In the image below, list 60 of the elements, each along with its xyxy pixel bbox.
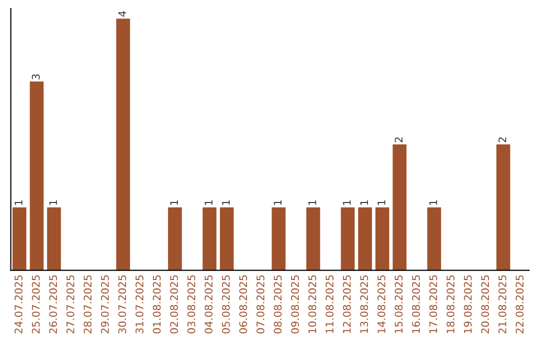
data-label: 1 xyxy=(343,200,351,205)
x-tick-label: 15.08.2025 xyxy=(394,275,403,333)
data-label: 1 xyxy=(429,200,438,205)
x-tick-label: 09.08.2025 xyxy=(291,275,299,334)
bar xyxy=(358,207,372,270)
data-label: 1 xyxy=(360,200,368,205)
x-tick-label: 08.08.2025 xyxy=(274,275,282,334)
x-tick-label: 24.07.2025 xyxy=(14,275,22,334)
x-tick-label: 05.08.2025 xyxy=(222,275,230,334)
data-label: 1 xyxy=(222,200,230,205)
x-tick-label: 18.08.2025 xyxy=(446,275,454,333)
x-tick-label: 20.08.2025 xyxy=(481,275,490,334)
bar xyxy=(220,207,234,270)
x-tick-label: 10.08.2025 xyxy=(308,275,316,333)
x-tick-label: 07.08.2025 xyxy=(256,275,264,334)
data-label: 1 xyxy=(204,200,212,205)
x-tick-label: 31.07.2025 xyxy=(136,275,144,334)
x-tick-label: 02.08.2025 xyxy=(170,275,178,334)
x-tick-label: 28.07.2025 xyxy=(84,275,92,334)
x-tick-label: 27.07.2025 xyxy=(66,275,74,334)
x-tick-label: 12.08.2025 xyxy=(342,275,351,333)
bar xyxy=(30,82,44,270)
x-tick-label: 19.08.2025 xyxy=(464,275,472,333)
data-label: 1 xyxy=(49,200,57,205)
data-label: 4 xyxy=(118,11,126,17)
x-tick-label: 29.07.2025 xyxy=(100,275,109,334)
x-tick-label: 25.07.2025 xyxy=(32,275,40,334)
bar xyxy=(116,18,130,270)
bar xyxy=(306,207,320,270)
data-label: 3 xyxy=(32,74,40,80)
x-tick-label: 16.08.2025 xyxy=(412,275,420,333)
bar xyxy=(375,207,390,270)
data-label: 1 xyxy=(14,200,22,205)
data-label: 2 xyxy=(394,137,402,142)
bar xyxy=(47,207,61,270)
x-tick-label: 13.08.2025 xyxy=(360,275,368,333)
x-tick-label: 06.08.2025 xyxy=(239,275,248,334)
bar xyxy=(496,144,510,270)
data-label: 1 xyxy=(378,200,386,205)
x-tick-label: 17.08.2025 xyxy=(429,275,438,333)
data-label: 1 xyxy=(170,200,178,205)
bar xyxy=(272,207,286,270)
bar xyxy=(12,207,26,270)
x-tick-label: 11.08.2025 xyxy=(326,275,334,333)
x-tick-label: 22.08.2025 xyxy=(516,275,524,334)
x-tick-label: 04.08.2025 xyxy=(204,275,213,334)
x-tick-label: 21.08.2025 xyxy=(498,275,506,334)
x-tick-label: 14.08.2025 xyxy=(377,275,386,333)
x-tick-label: 03.08.2025 xyxy=(187,275,196,334)
bar xyxy=(392,144,407,270)
bar xyxy=(427,207,442,270)
data-label: 2 xyxy=(498,137,506,142)
x-tick-label: 01.08.2025 xyxy=(152,275,161,334)
data-label: 1 xyxy=(274,200,282,205)
bar xyxy=(340,207,355,270)
bar xyxy=(202,207,216,270)
x-tick-label: 26.07.2025 xyxy=(49,275,58,334)
x-tick-label: 30.07.2025 xyxy=(118,275,126,334)
bar xyxy=(168,207,182,270)
data-label: 1 xyxy=(308,200,316,205)
